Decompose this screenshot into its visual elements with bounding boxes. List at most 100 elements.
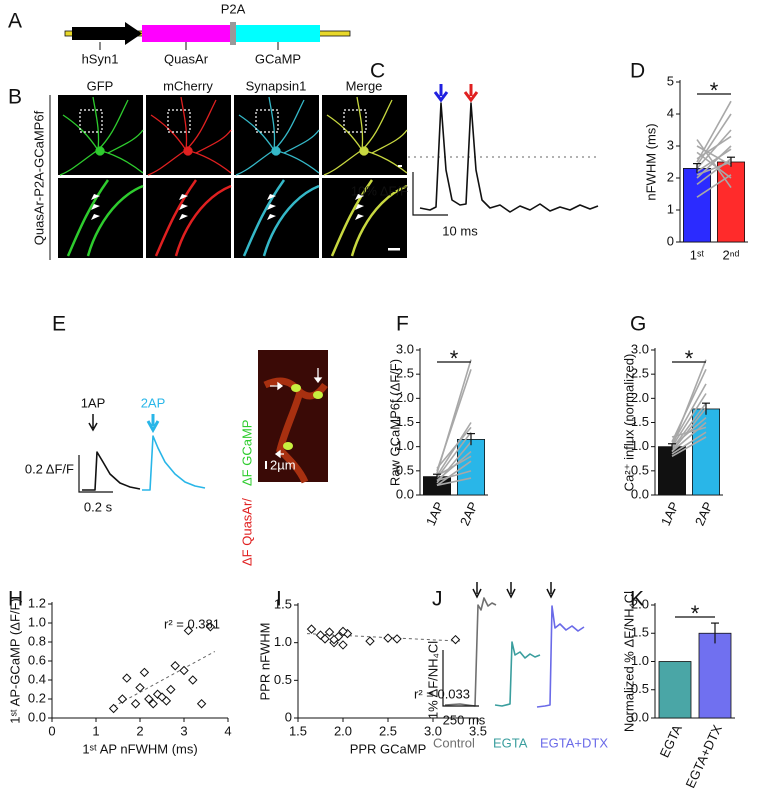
scale-label: 10% ΔF/F	[351, 183, 408, 198]
y-tick-label: 0.5	[274, 672, 292, 687]
bar	[658, 661, 692, 719]
paired-line	[436, 431, 472, 479]
paired-line	[696, 135, 732, 160]
x-tick-label: 2AP	[692, 499, 716, 528]
bar	[658, 446, 687, 496]
point	[135, 682, 145, 693]
y-tick-label: 0.8	[28, 633, 46, 648]
panel-label: G	[630, 313, 646, 336]
image-grid	[58, 95, 409, 258]
bar	[692, 408, 721, 496]
y-axis-label: Ca²⁺ influx (normalized)	[621, 354, 636, 492]
y-tick-label: 2.5	[631, 366, 649, 381]
paired-line	[696, 151, 732, 179]
y-axis-label: nFWHM (ms)	[643, 123, 658, 200]
y-tick-label: 2.0	[396, 390, 414, 405]
trace-e: 1AP 2AP 0.2 ΔF/F 0.2 s 2µm ΔF QuasAr/ ΔF…	[25, 350, 328, 566]
gcamp-block	[236, 25, 320, 42]
point	[139, 667, 150, 678]
point	[320, 634, 330, 644]
bar	[683, 167, 712, 243]
paired-line	[696, 139, 732, 189]
paired-line	[671, 431, 707, 455]
point	[450, 634, 461, 645]
paired-line	[696, 129, 732, 169]
point	[392, 634, 402, 644]
x-tick-label: 1ˢᵗ	[690, 247, 705, 262]
y-tick-label: 1.5	[631, 414, 649, 429]
paired-line	[436, 426, 472, 469]
condition-label: EGTA	[493, 735, 528, 750]
significance: *	[691, 601, 700, 626]
y-tick-label: 0.4	[28, 671, 46, 686]
y-tick-label: 3	[667, 137, 674, 152]
paired-line	[436, 369, 472, 472]
y-tick-label: 0.0	[631, 486, 649, 501]
row-label: QuasAr-P2A-GCaMP6f	[31, 110, 46, 245]
part-label: hSyn1	[82, 51, 119, 66]
point	[170, 661, 180, 671]
point	[108, 703, 119, 714]
point	[329, 634, 339, 645]
scale-label: 0.2 ΔF/F	[25, 461, 74, 476]
y-tick-label: 1.0	[631, 438, 649, 453]
y-tick-label: 1.2	[28, 595, 46, 610]
paired-line	[671, 436, 707, 458]
point	[122, 673, 132, 683]
y-tick-label: 0.5	[631, 462, 649, 477]
paired-line	[671, 407, 707, 452]
point	[148, 699, 158, 709]
y-tick-label: 5	[667, 73, 674, 88]
paired-line	[671, 402, 707, 450]
y-tick-label: 2.0	[631, 596, 649, 611]
panel-label: H	[8, 588, 23, 611]
y-tick-label: 3.0	[396, 341, 414, 356]
paired-line	[436, 455, 472, 477]
paired-line	[436, 460, 472, 486]
scale-label: 1% ΔF/NH₄Cl	[425, 641, 440, 719]
x-tick-label: 2.5	[379, 723, 397, 738]
condition-label: Control	[433, 735, 475, 750]
y-tick-label: 1.0	[28, 614, 46, 629]
point	[338, 640, 348, 650]
x-axis-label: 1ˢᵗ AP nFWHM (ms)	[82, 741, 197, 756]
y-tick-label: 0.0	[631, 709, 649, 724]
y-tick-label: 0	[285, 709, 292, 724]
paired-line	[696, 100, 732, 163]
point	[188, 675, 198, 685]
significance: *	[710, 78, 719, 103]
x-tick-label: 1.5	[289, 723, 307, 738]
y-tick-label: 1.5	[631, 625, 649, 640]
point	[383, 633, 393, 643]
y-tick-label: 2.0	[631, 390, 649, 405]
x-tick-label: 2ⁿᵈ	[723, 247, 740, 262]
point	[196, 699, 207, 709]
overlay-label: ΔF QuasAr/	[239, 498, 254, 566]
panel-labels: A B C D E F G H I J K	[8, 10, 646, 611]
paired-line	[436, 477, 472, 487]
y-tick-label: 1.5	[274, 596, 292, 611]
p2a-block	[230, 22, 236, 45]
point	[179, 665, 189, 676]
condition-label: EGTA+DTX	[540, 735, 608, 750]
paired-line	[696, 145, 732, 166]
promoter	[72, 22, 142, 45]
stimulus-label: 2AP	[141, 395, 166, 410]
point	[324, 627, 335, 637]
y-tick-label: 0.5	[631, 681, 649, 696]
panel-label: A	[8, 10, 22, 33]
panel-label: I	[276, 588, 282, 611]
x-tick-label: EGTA	[657, 722, 685, 760]
paired-line	[696, 161, 732, 176]
y-tick-label: 1.0	[396, 438, 414, 453]
trace-j: 1% ΔF/NH₄Cl 250 ms Control EGTA EGTA+DTX	[425, 582, 608, 750]
y-tick-label: 0.0	[28, 709, 46, 724]
point	[365, 636, 375, 646]
point	[144, 694, 154, 704]
x-tick-label: 1	[92, 723, 99, 738]
x-axis-label: PPR GCaMP	[350, 741, 427, 756]
y-tick-label: 0	[667, 233, 674, 248]
x-tick-label: 1AP	[658, 499, 682, 528]
stimulus-label: 1AP	[81, 395, 106, 410]
